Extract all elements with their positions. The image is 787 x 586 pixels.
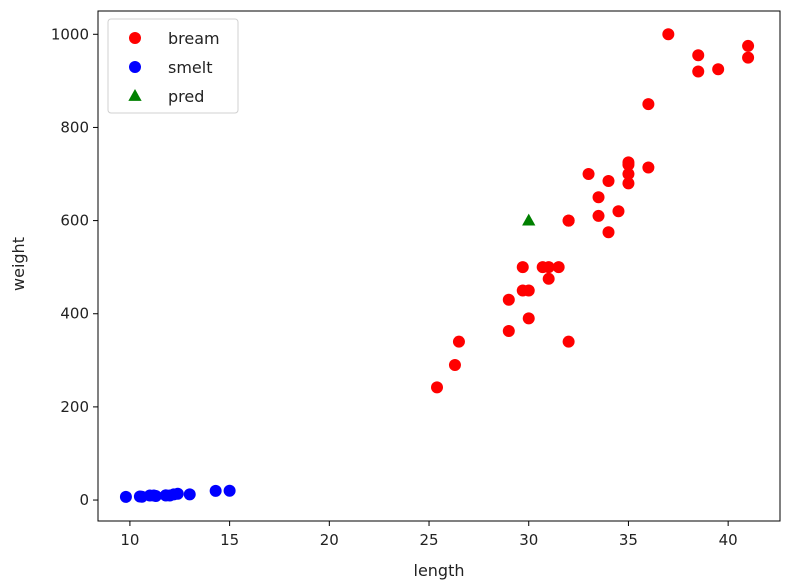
legend: bream smelt pred <box>107 18 239 114</box>
data-point-bream <box>602 175 615 187</box>
series-smelt <box>119 484 236 503</box>
data-point-bream <box>562 335 575 348</box>
legend-marker-pred <box>128 89 142 101</box>
data-point-bream <box>622 168 635 181</box>
legend-label-smelt: smelt <box>168 58 212 77</box>
data-point-bream <box>562 214 575 227</box>
data-point-bream <box>502 293 515 306</box>
y-tick-label: 400 <box>60 305 89 323</box>
data-point-bream <box>542 272 555 285</box>
series-pred <box>522 213 536 226</box>
legend-label-bream: bream <box>168 29 220 48</box>
legend-label-pred: pred <box>168 87 204 106</box>
x-tick-label: 25 <box>419 531 438 549</box>
data-point-bream <box>692 65 705 78</box>
data-point-pred <box>522 213 536 226</box>
data-point-bream <box>522 312 535 325</box>
data-point-bream <box>642 161 655 174</box>
data-point-bream <box>592 209 605 222</box>
data-point-bream <box>742 51 755 64</box>
x-tick-label: 20 <box>320 531 339 549</box>
legend-marker-smelt <box>129 61 141 73</box>
y-tick-label: 600 <box>60 212 89 230</box>
x-axis-label: length <box>414 561 465 580</box>
series-bream <box>431 28 755 394</box>
data-point-smelt <box>223 484 236 497</box>
data-point-bream <box>516 261 529 274</box>
data-point-bream <box>431 381 444 394</box>
data-point-smelt <box>209 484 222 497</box>
data-point-smelt <box>119 490 132 503</box>
data-point-smelt <box>183 488 196 501</box>
data-point-bream <box>742 39 755 52</box>
data-point-bream <box>622 158 635 171</box>
x-tick-label: 30 <box>519 531 538 549</box>
data-point-bream <box>692 49 705 62</box>
y-axis-label: weight <box>9 237 28 291</box>
data-point-bream <box>448 358 461 371</box>
data-point-bream <box>552 261 565 274</box>
data-point-smelt <box>149 489 162 502</box>
data-point-bream <box>592 191 605 204</box>
data-point-smelt <box>171 487 184 500</box>
y-tick-label: 0 <box>79 491 89 509</box>
data-point-bream <box>582 168 595 181</box>
x-tick-label: 15 <box>220 531 239 549</box>
data-point-bream <box>612 205 625 218</box>
data-point-bream <box>452 335 465 348</box>
x-tick-label: 40 <box>719 531 738 549</box>
legend-marker-bream <box>129 32 141 44</box>
plot-frame <box>97 10 781 522</box>
legend-box <box>107 18 239 114</box>
data-point-bream <box>662 28 675 41</box>
data-point-bream <box>712 63 725 76</box>
data-point-bream <box>602 226 615 239</box>
data-point-bream <box>522 284 535 297</box>
data-point-bream <box>502 324 515 337</box>
data-point-bream <box>542 261 555 274</box>
chart-marks <box>119 28 755 503</box>
x-tick-label: 10 <box>120 531 139 549</box>
y-tick-label: 800 <box>60 118 89 136</box>
data-point-bream <box>642 98 655 111</box>
y-tick-label: 1000 <box>51 25 89 43</box>
x-tick-label: 35 <box>619 531 638 549</box>
y-tick-label: 200 <box>60 398 89 416</box>
data-point-bream <box>622 177 635 190</box>
